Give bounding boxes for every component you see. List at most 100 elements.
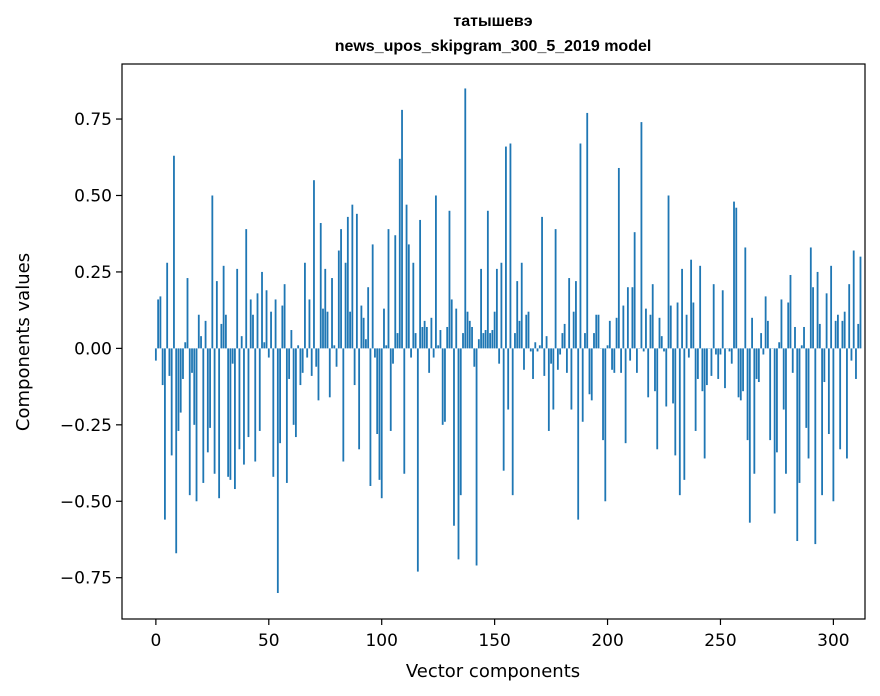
x-tick-label: 0	[150, 631, 161, 651]
bar-component-240	[696, 348, 699, 379]
bar-component-275	[776, 348, 778, 453]
bar-component-234	[683, 348, 686, 480]
bar-component-85	[346, 216, 349, 349]
bar-component-143	[477, 339, 480, 349]
bar-component-62	[294, 348, 297, 438]
bar-series	[154, 88, 862, 594]
bar-component-185	[572, 311, 575, 349]
bar-component-249	[717, 348, 720, 379]
bar-component-146	[484, 330, 487, 349]
bar-component-27	[215, 281, 218, 349]
bar-component-54	[276, 348, 279, 594]
bar-component-175	[550, 348, 552, 364]
bar-component-147	[486, 210, 489, 349]
bar-component-55	[279, 348, 281, 444]
bar-component-227	[667, 195, 670, 349]
bar-component-129	[446, 326, 449, 349]
bar-component-135	[459, 348, 462, 496]
bar-component-1	[157, 299, 160, 349]
bar-component-258	[737, 348, 740, 398]
bar-component-41	[247, 348, 250, 438]
bar-component-302	[837, 314, 839, 349]
bar-component-174	[547, 348, 550, 431]
bar-component-60	[290, 330, 293, 349]
bar-component-179	[559, 348, 562, 355]
bar-component-272	[769, 348, 772, 441]
bar-component-250	[719, 348, 722, 355]
x-axis-ticks: 0 50 100 150 200 250 300	[150, 619, 850, 651]
bar-component-49	[265, 290, 268, 349]
bar-component-269	[762, 348, 765, 355]
bar-component-128	[444, 348, 446, 422]
bar-component-190	[584, 333, 586, 349]
bar-component-213	[636, 348, 638, 373]
bar-component-199	[604, 348, 607, 502]
bar-component-202	[611, 348, 613, 370]
bar-component-299	[830, 265, 833, 349]
bar-component-116	[416, 348, 419, 572]
bar-component-210	[629, 348, 632, 361]
y-axis-ticks: −0.75 −0.50 −0.25 0.00 0.25 0.50 0.75	[60, 110, 122, 589]
y-tick-label: 0.00	[74, 339, 112, 359]
bar-component-187	[577, 348, 580, 520]
bar-component-119	[423, 320, 426, 349]
bar-component-282	[791, 348, 794, 373]
bar-component-297	[825, 293, 828, 349]
bar-component-217	[645, 308, 647, 349]
bar-component-123	[432, 348, 435, 358]
bar-component-311	[857, 323, 860, 349]
bar-component-189	[581, 348, 584, 422]
bar-component-298	[827, 348, 830, 434]
bar-component-160	[516, 281, 519, 349]
bar-component-292	[814, 348, 817, 545]
bar-component-260	[742, 348, 744, 392]
bar-component-228	[669, 305, 672, 349]
bar-component-205	[617, 167, 620, 349]
bar-component-118	[421, 326, 424, 349]
bar-component-183	[568, 278, 571, 349]
bar-component-67	[306, 348, 309, 358]
bar-component-32	[227, 348, 230, 477]
y-tick-label: 0.25	[74, 263, 112, 283]
bar-component-276	[778, 342, 781, 349]
bar-component-154	[502, 348, 505, 471]
bar-component-110	[403, 348, 406, 474]
bar-component-209	[626, 287, 629, 349]
bar-component-111	[405, 204, 408, 349]
bar-component-138	[466, 311, 469, 349]
bar-component-134	[457, 348, 460, 560]
bar-component-151	[495, 268, 498, 349]
bar-component-142	[475, 348, 478, 566]
bar-component-158	[511, 348, 514, 496]
bar-component-74	[322, 308, 324, 349]
bar-component-2	[159, 296, 162, 349]
bar-component-84	[344, 262, 347, 349]
bar-component-75	[324, 268, 327, 349]
bar-component-159	[514, 333, 516, 349]
bar-component-94	[367, 287, 370, 349]
bar-component-26	[213, 348, 216, 474]
bar-component-113	[410, 348, 412, 358]
bar-component-229	[672, 348, 674, 404]
bar-component-296	[823, 348, 826, 383]
bar-component-284	[796, 348, 799, 542]
bar-component-181	[563, 323, 566, 349]
bar-component-58	[285, 348, 288, 483]
bar-component-20	[200, 336, 202, 349]
bar-component-48	[263, 342, 266, 349]
bar-component-95	[369, 348, 372, 486]
bar-component-220	[651, 284, 654, 349]
y-tick-label: −0.25	[60, 416, 112, 436]
bar-component-107	[396, 333, 399, 349]
bar-component-42	[249, 299, 252, 349]
bar-component-144	[480, 268, 482, 349]
bar-component-72	[317, 348, 320, 401]
bar-component-267	[757, 348, 760, 383]
bar-component-4	[164, 348, 166, 520]
bar-component-211	[631, 287, 634, 349]
bar-component-14	[186, 278, 189, 349]
bar-component-270	[764, 296, 767, 349]
bar-component-139	[468, 320, 471, 349]
bar-component-278	[782, 348, 785, 410]
bar-component-231	[676, 302, 679, 349]
